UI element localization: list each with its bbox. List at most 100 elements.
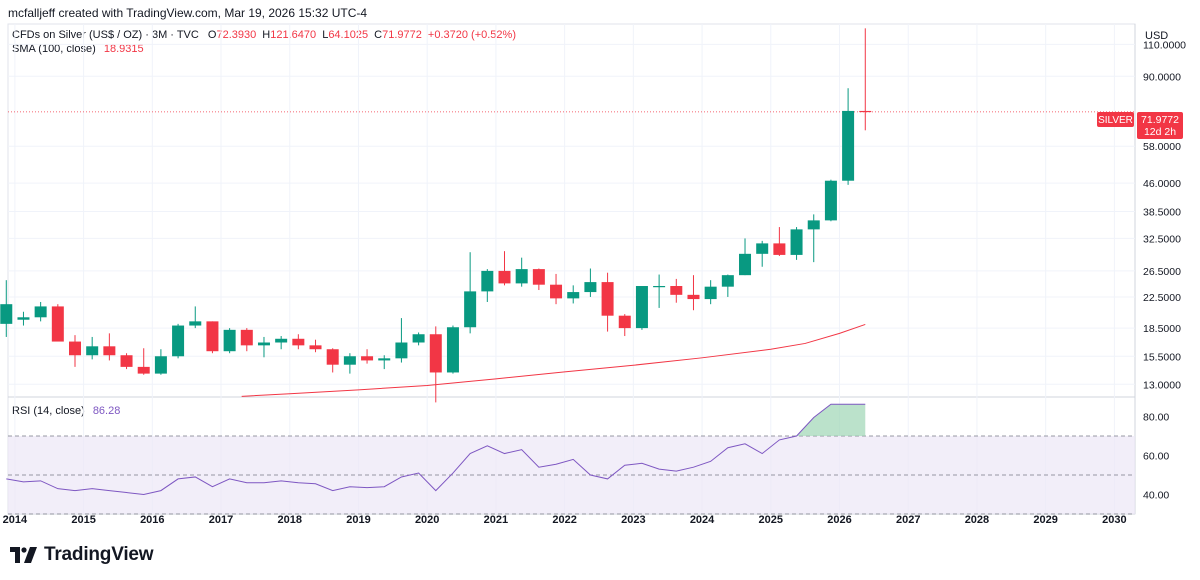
candle-body [532,269,545,285]
tradingview-logo[interactable]: TradingView [10,544,154,566]
candle-body [17,317,30,320]
change-value: +0.3720 (+0.52%) [427,29,516,41]
candle-body [412,334,425,343]
candle-body [721,275,734,287]
bar-countdown: 12d 2h [1144,126,1176,138]
candle [429,326,442,403]
candle [704,280,717,305]
price-tick-label: 110.0000 [1143,39,1186,51]
candle [326,348,339,373]
candle-body [601,282,614,316]
candle [842,88,855,185]
time-tick-label: 2019 [346,514,370,526]
candle [670,278,683,303]
sma-layer [241,323,866,397]
price-axis[interactable]: USD 110.0000 90.0000 58.0000 46.0000 38.5000… [1143,30,1186,391]
last-price-tag [1137,112,1183,139]
rsi-pane [6,403,1135,515]
candle-body [446,327,459,373]
candle [206,321,219,354]
tradingview-icon [10,547,37,563]
price-tick-label: 22.5000 [1143,292,1181,304]
candle [446,325,459,374]
candle [361,349,374,364]
sma-legend[interactable]: SMA (100, close) 18.9315 [12,43,144,55]
candle [103,333,116,361]
price-tick-label: 38.5000 [1143,206,1181,218]
candle [189,306,202,329]
candle [395,318,408,363]
time-tick-label: 2022 [552,514,576,526]
candle-body [189,321,202,326]
candle-body [275,338,288,343]
candle [550,273,563,305]
candle-body [206,321,219,352]
time-tick-label: 2028 [965,514,989,526]
candle [635,286,648,330]
time-tick-label: 2020 [415,514,439,526]
candle-body [120,355,133,367]
candle [498,251,511,286]
rsi-line [6,403,866,496]
candle-body [739,253,752,276]
candle [824,179,837,222]
candle-body [103,346,116,356]
candle-body [378,358,391,361]
brand-name: TradingView [44,544,154,565]
time-tick-label: 2021 [484,514,508,526]
close-value: 71.9772 [382,29,422,41]
sma-value: 18.9315 [103,43,144,55]
candle [309,339,322,353]
candle-body [223,329,236,352]
candle-body [704,286,717,300]
rsi-label: RSI (14, close) [12,405,85,417]
time-axis[interactable]: 2014 2015 2016 2017 2018 2019 2020 2021 2022 2023… [3,514,1127,526]
rsi-tick-label: 80.00 [1143,412,1169,424]
candle-body [756,243,769,254]
candle [17,311,30,326]
rsi-tick-label: 40.00 [1143,490,1169,502]
candle [601,272,614,332]
candle-body [172,325,185,357]
candle-body [51,306,64,342]
rsi-legend[interactable]: RSI (14, close) 86.28 [12,405,120,417]
time-tick-label: 2017 [209,514,233,526]
rsi-axis[interactable]: 80.00 60.00 40.00 [1143,412,1169,502]
close-label: C [374,29,383,41]
chart-canvas[interactable]: USD 110.0000 90.0000 58.0000 46.0000 38.5000… [0,0,1200,540]
candle [137,348,150,375]
time-tick-label: 2024 [690,514,715,526]
chart-attribution: mcfalljeff created with TradingView.com,… [8,6,368,20]
time-tick-label: 2025 [759,514,783,526]
low-label: L [322,29,329,41]
candle-body [34,306,47,318]
time-tick-label: 2023 [621,514,645,526]
price-tick-label: 32.5000 [1143,233,1181,245]
candle [86,336,99,360]
candle-body [326,349,339,365]
candle-body [154,356,167,374]
rsi-overbought-fill [796,404,866,436]
candle [584,268,597,297]
time-tick-label: 2018 [278,514,302,526]
candle-body [670,286,683,295]
candle-body [824,180,837,221]
candle [618,314,631,337]
candle-body [773,243,786,255]
candle-body [292,338,305,346]
candle-body [240,329,253,346]
candle-body [653,286,666,288]
candle [515,257,528,287]
candle [240,328,253,352]
candle [773,227,786,257]
time-tick-label: 2014 [3,514,28,526]
price-tick-label: 46.0000 [1143,178,1181,190]
candle-body [0,304,13,324]
candle-body [618,315,631,329]
candle [653,274,666,308]
candle-body [464,291,477,328]
candle-body [69,341,82,356]
price-tick-label: 18.5000 [1143,323,1181,335]
currency-label: USD [1145,30,1168,42]
gridlines [8,24,1135,514]
